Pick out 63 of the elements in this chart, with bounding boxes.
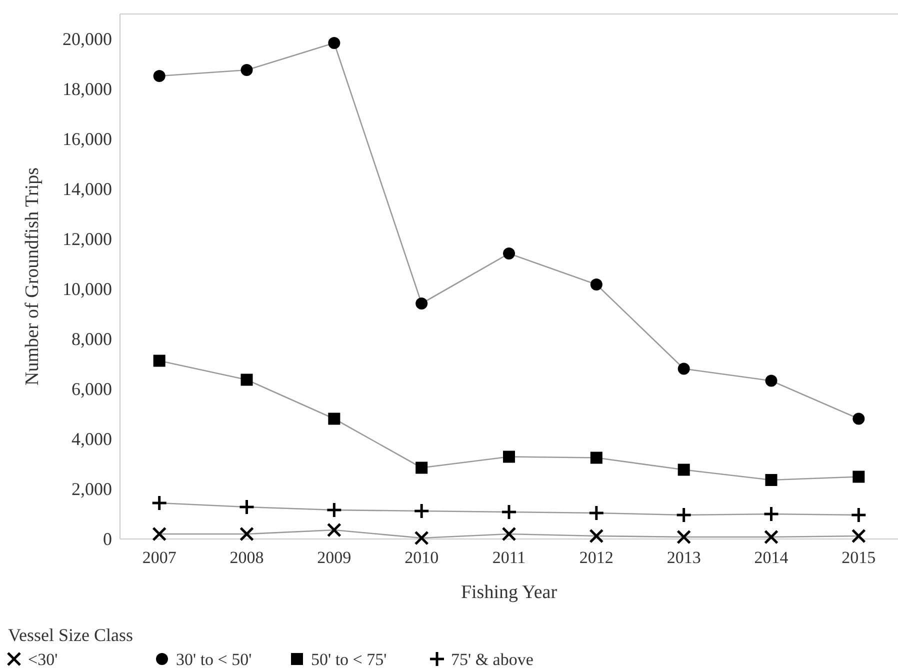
point <box>326 502 342 518</box>
y-tick-label: 18,000 <box>62 78 112 99</box>
x-tick-label: 2007 <box>142 548 177 568</box>
point <box>503 450 515 463</box>
legend-title: Vessel Size Class <box>8 625 133 645</box>
point <box>416 298 428 310</box>
y-tick-label: 2,000 <box>72 478 112 499</box>
point <box>153 354 166 367</box>
legend-label: 50' to < 75' <box>311 650 387 669</box>
point <box>676 530 692 544</box>
point <box>765 474 778 486</box>
y-tick-label: 6,000 <box>72 378 112 399</box>
point <box>153 70 166 82</box>
point <box>590 278 602 290</box>
point <box>503 248 515 260</box>
y-tick-label: 0 <box>103 528 112 549</box>
point <box>328 37 340 49</box>
point <box>852 470 865 483</box>
x-tick-label: 2015 <box>842 548 876 568</box>
point <box>589 528 604 544</box>
point <box>588 504 605 522</box>
point <box>416 462 428 474</box>
x-tick-label: 2009 <box>317 548 352 568</box>
y-tick-label: 14,000 <box>62 178 112 199</box>
point <box>240 374 253 386</box>
point <box>414 530 429 546</box>
legend-label: 75' & above <box>451 650 534 669</box>
y-tick-label: 4,000 <box>72 428 112 449</box>
legend-label: <30' <box>28 650 58 669</box>
point <box>850 506 867 524</box>
x-axis-title: Fishing Year <box>460 582 558 603</box>
point <box>851 528 866 544</box>
x-tick-label: 2012 <box>579 548 614 568</box>
y-tick-label: 10,000 <box>62 278 112 299</box>
point <box>590 452 602 464</box>
point <box>500 504 518 520</box>
point <box>326 522 342 538</box>
x-tick-label: 2014 <box>754 548 789 568</box>
point <box>764 530 778 544</box>
legend-label: 30' to < 50' <box>176 650 252 669</box>
point <box>676 506 692 524</box>
y-tick-label: 12,000 <box>62 228 112 249</box>
point <box>240 64 253 76</box>
point <box>502 526 516 542</box>
point <box>240 526 254 542</box>
point <box>238 498 256 516</box>
point <box>762 506 780 522</box>
point <box>852 412 865 425</box>
x-tick-label: 2011 <box>492 548 526 568</box>
point <box>152 526 167 542</box>
y-tick-label: 16,000 <box>62 128 112 149</box>
point <box>765 374 778 387</box>
x-tick-label: 2010 <box>404 548 439 568</box>
y-axis-title: Number of Groundfish Trips <box>22 168 43 386</box>
point <box>413 502 430 520</box>
x-tick-label: 2008 <box>230 548 264 568</box>
point <box>678 464 690 476</box>
point <box>328 412 340 425</box>
x-tick-label: 2013 <box>666 548 701 568</box>
y-tick-label: 8,000 <box>72 328 112 349</box>
y-tick-label: 20,000 <box>62 28 112 49</box>
point <box>151 494 168 512</box>
point <box>678 362 690 375</box>
